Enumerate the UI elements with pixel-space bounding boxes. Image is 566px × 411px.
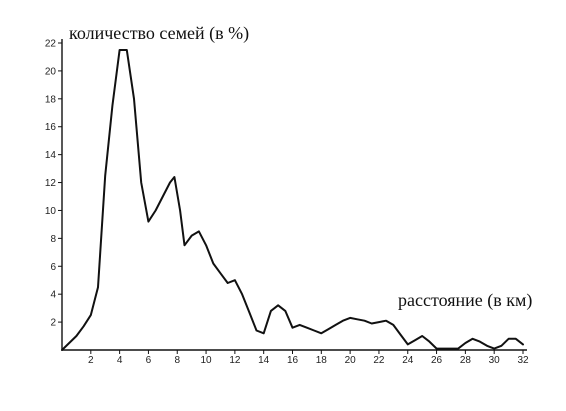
- y-tick-label: 14: [45, 150, 57, 161]
- y-axis-ticks: 2 4 6 8 10 12 14 16 18 20 22: [45, 39, 62, 329]
- x-tick-label: 2: [88, 355, 94, 366]
- x-tick-label: 4: [117, 355, 123, 366]
- series-line: [61, 49, 524, 351]
- x-axis-title: расстояние (в км): [398, 290, 532, 311]
- x-tick-label: 6: [146, 355, 152, 366]
- y-tick-label: 22: [45, 39, 57, 50]
- chart-axes: [61, 39, 527, 351]
- x-tick-label: 10: [201, 355, 213, 366]
- x-tick-label: 22: [373, 355, 385, 366]
- y-tick-label: 6: [50, 262, 56, 273]
- x-tick-label: 32: [517, 355, 529, 366]
- x-tick-label: 16: [287, 355, 299, 366]
- x-tick-label: 12: [229, 355, 241, 366]
- y-tick-label: 2: [50, 318, 56, 329]
- y-tick-label: 8: [50, 234, 56, 245]
- x-tick-label: 28: [460, 355, 472, 366]
- x-axis-ticks: 2 4 6 8 10 12 14 16 18 20 22 24 26 28 30 32: [88, 350, 529, 366]
- y-tick-label: 16: [45, 122, 57, 133]
- y-tick-label: 20: [45, 66, 57, 77]
- x-tick-label: 14: [258, 355, 270, 366]
- y-tick-label: 4: [50, 290, 56, 301]
- y-tick-label: 18: [45, 94, 57, 105]
- y-tick-label: 12: [45, 178, 57, 189]
- x-tick-label: 8: [174, 355, 180, 366]
- y-tick-label: 10: [45, 206, 57, 217]
- x-tick-label: 26: [431, 355, 443, 366]
- x-tick-label: 20: [345, 355, 357, 366]
- x-tick-label: 24: [402, 355, 414, 366]
- y-axis-title: количество семей (в %): [69, 23, 249, 44]
- x-tick-label: 18: [316, 355, 328, 366]
- x-tick-label: 30: [489, 355, 501, 366]
